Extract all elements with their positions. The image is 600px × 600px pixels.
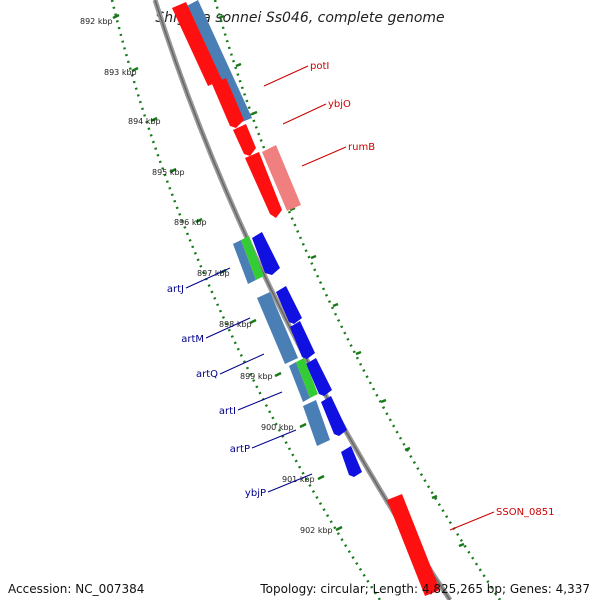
gene-feature	[387, 494, 440, 596]
gene-feature	[233, 240, 256, 284]
gene-feature	[303, 400, 330, 446]
outer-tick-ring	[213, 0, 502, 600]
gene-label-ybjp: ybjP	[245, 488, 266, 499]
forward-strand-genes	[183, 0, 440, 596]
gene-label-sson-0851: SSON_0851	[496, 507, 555, 518]
tick-label: 899 kbp	[240, 372, 273, 381]
gene-label-artj: artJ	[167, 284, 184, 295]
gene-feature	[183, 0, 252, 124]
gene-labels: potI ybjO rumB SSON_0851 artJ artM artQ …	[167, 61, 555, 518]
inner-tick-ring	[110, 0, 382, 600]
outer-major-ticks	[218, 14, 465, 548]
gene-feature	[241, 236, 264, 280]
gene-label-artm: artM	[181, 334, 204, 345]
gene-feature	[262, 145, 301, 211]
gene-feature	[252, 232, 280, 275]
gene-feature	[290, 321, 315, 359]
tick-label: 896 kbp	[174, 218, 207, 227]
gene-label-ybjo: ybjO	[328, 99, 351, 110]
tick-labels: 892 kbp 893 kbp 894 kbp 895 kbp 896 kbp …	[80, 17, 333, 535]
tick-label: 900 kbp	[261, 423, 294, 432]
reverse-strand-genes	[172, 2, 330, 446]
map-title: Shigella sonnei Ss046, complete genome	[155, 10, 444, 26]
gene-feature	[233, 124, 256, 156]
gene-feature	[296, 358, 318, 398]
gene-feature	[341, 446, 362, 477]
tick-label: 902 kbp	[300, 526, 333, 535]
genome-summary-text: Topology: circular; Length: 4,825,265 bp…	[260, 582, 590, 596]
gene-feature	[245, 152, 282, 218]
tick-label: 892 kbp	[80, 17, 113, 26]
accession-text: Accession: NC_007384	[8, 582, 145, 596]
gene-feature	[306, 358, 332, 396]
tick-label: 894 kbp	[128, 117, 161, 126]
tick-label: 895 kbp	[152, 168, 185, 177]
gene-feature	[212, 78, 244, 128]
gene-feature	[289, 362, 310, 402]
gene-feature	[276, 286, 302, 324]
gene-label-arti: artI	[219, 406, 236, 417]
gene-label-rumb: rumB	[348, 142, 375, 153]
gene-label-artq: artQ	[196, 369, 218, 380]
gene-feature	[172, 2, 222, 86]
gene-feature	[321, 396, 347, 436]
tick-label: 893 kbp	[104, 68, 137, 77]
tick-label: 897 kbp	[197, 269, 230, 278]
gene-label-artp: artP	[230, 444, 250, 455]
label-leaders	[185, 65, 495, 531]
gene-feature	[257, 292, 298, 364]
gene-label-poti: potI	[310, 61, 329, 72]
